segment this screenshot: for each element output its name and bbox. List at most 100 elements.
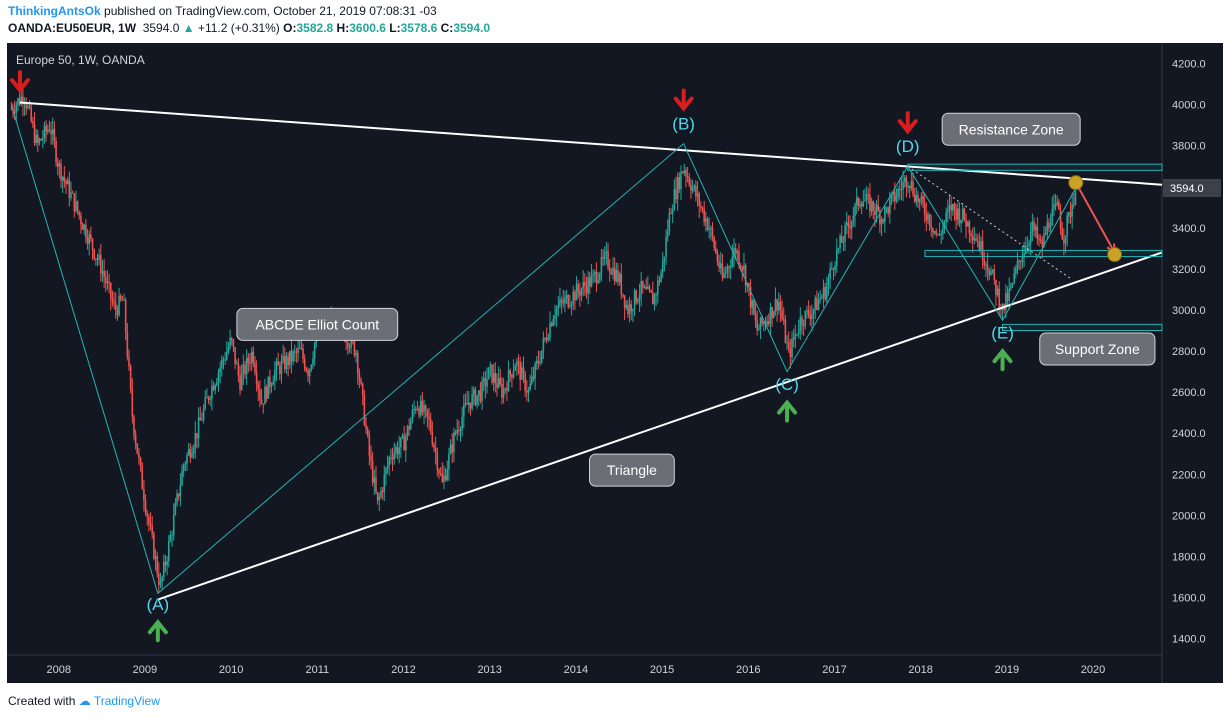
candle-body: [56, 162, 59, 167]
candle-body: [222, 359, 225, 361]
candle-body: [303, 358, 306, 369]
candle-body: [519, 362, 521, 380]
candle-body: [32, 121, 34, 124]
candle-body: [603, 252, 606, 259]
candle-body: [313, 342, 316, 359]
candle-body: [647, 286, 649, 289]
candle-body: [567, 295, 570, 307]
candle-body: [971, 235, 974, 241]
y-tick-label: 3000.0: [1172, 305, 1206, 317]
candle-body: [653, 294, 656, 305]
candle-body: [1046, 222, 1049, 235]
candle-body: [131, 389, 134, 417]
candle-body: [61, 176, 64, 181]
candle-body: [269, 376, 271, 387]
candle-body: [466, 403, 468, 405]
candle-body: [852, 216, 855, 222]
candle-body: [55, 141, 57, 163]
candle-body: [535, 360, 538, 364]
candle-body: [502, 388, 505, 398]
candle-body: [723, 273, 725, 278]
candle-body: [1018, 260, 1020, 262]
candle-body: [486, 379, 488, 387]
candle-body: [759, 317, 762, 330]
candle-body: [282, 355, 284, 362]
candle-body: [492, 372, 495, 383]
candle-body: [703, 209, 705, 222]
candle-body: [1039, 239, 1042, 241]
candle-body: [635, 290, 638, 303]
candle-body: [124, 299, 127, 333]
candle-body: [216, 381, 218, 386]
y-tick-label: 3400.0: [1172, 223, 1206, 235]
candle-body: [564, 297, 566, 304]
candle-body: [1006, 293, 1009, 301]
candle-body: [670, 213, 672, 215]
low-label: L:: [389, 21, 401, 35]
candle-body: [903, 177, 906, 182]
candle-body: [189, 449, 192, 458]
tradingview-link[interactable]: TradingView: [93, 694, 160, 708]
price-chart[interactable]: (A) (B) (C) (D) (E) ABCDE Elliot Count Triangl…: [0, 43, 1223, 683]
candle-body: [360, 380, 362, 384]
candle-body: [494, 372, 497, 384]
down-arrow-icon: [673, 88, 694, 112]
candle-body: [1015, 268, 1017, 274]
candle-body: [400, 437, 402, 448]
candle-body: [996, 288, 999, 296]
candle-body: [522, 367, 525, 374]
candle-body: [777, 301, 780, 311]
candle-body: [491, 364, 493, 383]
candle-body: [166, 560, 168, 566]
candle-body: [381, 490, 384, 492]
candle-body: [418, 408, 420, 416]
candle-body: [477, 390, 480, 396]
candle-body: [1029, 231, 1032, 244]
candle-body: [690, 184, 692, 191]
candle-body: [100, 255, 102, 274]
plot-area[interactable]: [7, 43, 1162, 683]
candle-body: [472, 389, 475, 395]
candle-body: [860, 203, 863, 207]
candle-body: [547, 337, 550, 341]
candle-body: [156, 556, 158, 574]
candle-body: [595, 272, 598, 283]
candle-body: [75, 201, 77, 212]
candle-body: [396, 447, 399, 455]
price-axis[interactable]: [1162, 43, 1223, 683]
x-tick-label: 2008: [46, 664, 70, 676]
candle-body: [288, 350, 291, 366]
candle-body: [68, 180, 71, 198]
candle-body: [584, 281, 586, 287]
author-link[interactable]: ThinkingAntsOk: [8, 4, 101, 18]
candle-body: [177, 493, 180, 497]
candle-body: [421, 400, 424, 413]
candle-body: [990, 271, 992, 275]
candle-body: [756, 320, 759, 331]
candle-body: [345, 340, 347, 343]
candle-body: [426, 409, 429, 417]
candle-body: [43, 125, 46, 139]
candle-body: [151, 525, 154, 534]
candle-body: [754, 313, 757, 321]
candle-body: [295, 351, 298, 353]
x-tick-label: 2019: [995, 664, 1019, 676]
candle-body: [743, 265, 745, 270]
candle-body: [504, 388, 507, 390]
candle-body: [769, 307, 772, 325]
candle-body: [516, 361, 518, 366]
candle-body: [78, 211, 81, 216]
candle-body: [983, 260, 986, 265]
candle-body: [429, 419, 432, 433]
candle-body: [779, 301, 782, 311]
x-tick-label: 2018: [908, 664, 932, 676]
candle-body: [211, 385, 213, 399]
x-tick-label: 2009: [133, 664, 157, 676]
candle-body: [114, 303, 117, 310]
candle-body: [184, 463, 187, 465]
candle-body: [196, 433, 198, 439]
candle-body: [814, 298, 817, 310]
candle-body: [545, 337, 548, 341]
candle-body: [580, 288, 583, 296]
candle-body: [506, 388, 508, 391]
